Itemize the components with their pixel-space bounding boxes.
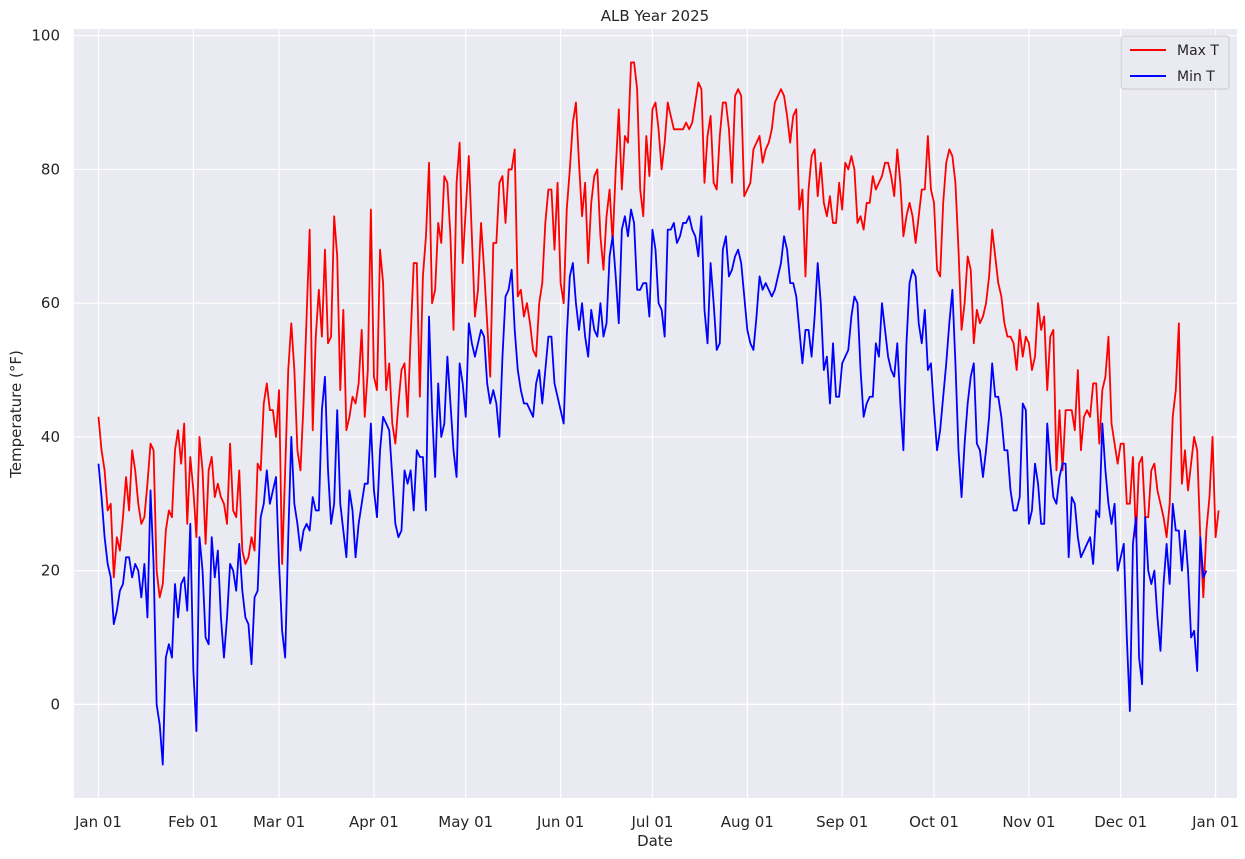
x-tick-label: Sep 01	[816, 813, 868, 831]
x-tick-label: Oct 01	[909, 813, 959, 831]
y-tick-label: 60	[41, 294, 60, 312]
x-tick-label: Jul 01	[630, 813, 673, 831]
x-tick-label: Jun 01	[536, 813, 584, 831]
x-tick-label: Mar 01	[253, 813, 305, 831]
y-tick-label: 40	[41, 428, 60, 446]
x-axis-title: Date	[637, 832, 673, 850]
legend-max-label: Max T	[1177, 43, 1219, 59]
max-temperature-line	[97, 61, 1220, 599]
x-tick-label: Jan 01	[1191, 813, 1239, 831]
y-axis-title: Temperature (°F)	[7, 350, 25, 479]
legend: Max T Min T	[1120, 35, 1230, 90]
y-axis-ticks: 0 20 40 60 80 100	[31, 27, 60, 714]
y-tick-label: 0	[50, 695, 60, 713]
y-tick-label: 80	[41, 160, 60, 178]
x-tick-label: Nov 01	[1002, 813, 1055, 831]
y-tick-label: 20	[41, 562, 60, 580]
x-tick-label: Jan 01	[74, 813, 122, 831]
x-tick-label: Dec 01	[1094, 813, 1147, 831]
x-axis-ticks: Jan 01 Feb 01 Mar 01 Apr 01 May 01 Jun 01 Jul …	[74, 813, 1239, 831]
x-tick-label: Apr 01	[349, 813, 399, 831]
x-tick-label: Feb 01	[168, 813, 218, 831]
x-tick-label: Aug 01	[721, 813, 774, 831]
grid-lines	[74, 29, 1237, 798]
y-tick-label: 100	[31, 27, 60, 45]
plot-background	[74, 29, 1237, 798]
min-temperature-line	[97, 208, 1208, 766]
legend-min-label: Min T	[1177, 69, 1215, 85]
x-tick-label: May 01	[438, 813, 493, 831]
chart-title: ALB Year 2025	[601, 7, 709, 25]
series-lines	[97, 61, 1220, 766]
